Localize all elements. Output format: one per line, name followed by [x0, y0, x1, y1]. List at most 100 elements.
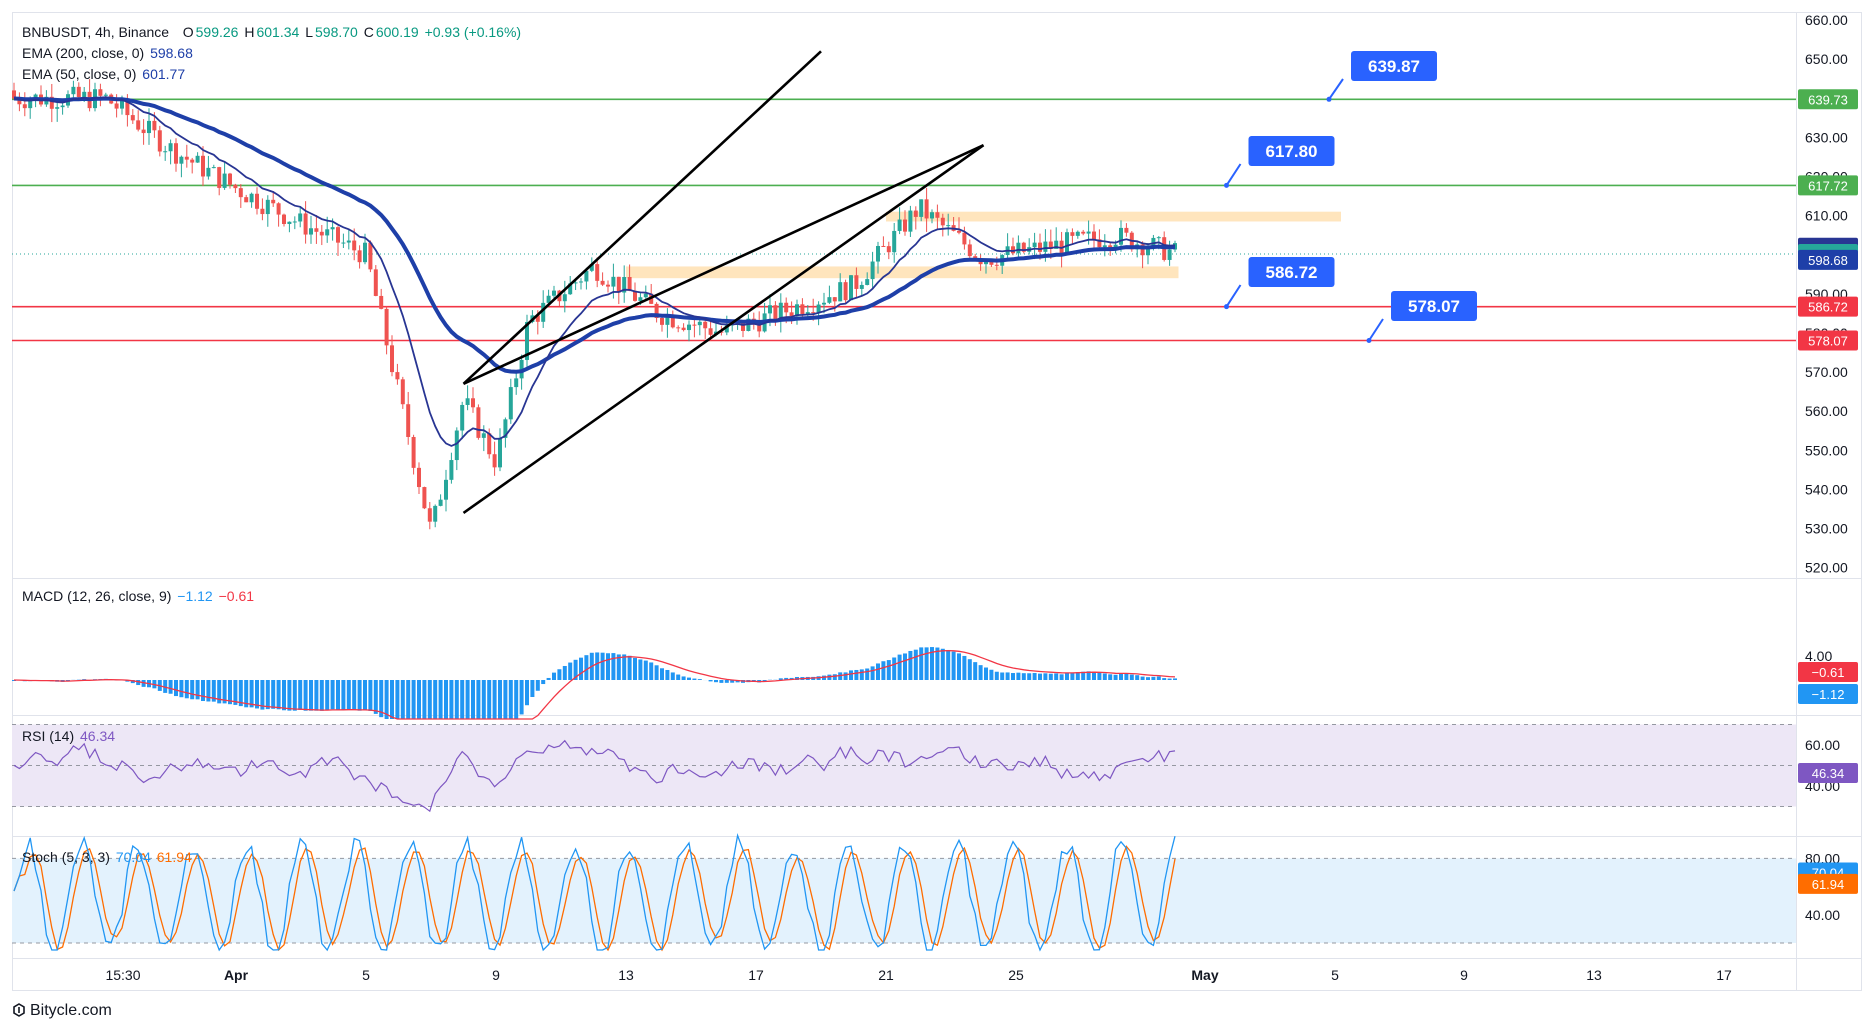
candle-body: [994, 264, 999, 266]
symbol-label[interactable]: BNBUSDT, 4h, Binance: [22, 24, 170, 40]
macd-histogram-bar: [854, 669, 859, 680]
candle-body: [244, 197, 249, 203]
macd-histogram-bar: [1070, 672, 1075, 680]
channel-line-lower: [462, 144, 985, 514]
macd-histogram-bar: [1135, 675, 1140, 680]
candle-body: [811, 312, 816, 314]
candle-body: [800, 304, 805, 315]
callout-dot: [1366, 338, 1372, 344]
macd-histogram-bar: [352, 680, 357, 710]
macd-histogram-bar: [471, 680, 475, 719]
candle-body: [967, 244, 972, 257]
price-tag-598.68: 598.68: [1798, 249, 1858, 270]
macd-histogram-bar: [363, 680, 367, 710]
macd-histogram-bar: [498, 680, 502, 719]
ema50-legend[interactable]: EMA (50, close, 0) 601.77: [22, 64, 187, 84]
brand-footer[interactable]: Bitycle.com: [12, 1002, 112, 1020]
macd-histogram-bar: [195, 680, 200, 700]
candle-body: [870, 261, 875, 280]
rsi-line: [13, 739, 1176, 813]
price-tick-label: 540.00: [1805, 481, 1848, 497]
candle-body: [427, 508, 432, 522]
candle-body: [584, 270, 589, 282]
candle-body: [12, 90, 16, 99]
macd-histogram-bar: [168, 680, 173, 694]
candle-body: [843, 282, 848, 301]
callout-label: 617.80: [1266, 142, 1318, 161]
macd-histogram-bar: [1156, 676, 1161, 680]
time-tick-label: 5: [362, 967, 370, 983]
close-label: C: [363, 24, 374, 40]
time-tick-label: Apr: [224, 967, 249, 983]
macd-histogram-bar: [832, 674, 837, 680]
candle-body: [633, 290, 637, 301]
callout-box: [1248, 257, 1335, 287]
candle-body: [363, 242, 367, 263]
candle-body: [1048, 241, 1053, 249]
macd-histogram-bar: [249, 680, 254, 708]
rsi-legend[interactable]: RSI (14) 46.34: [22, 726, 117, 746]
candle-body: [465, 398, 470, 405]
macd-histogram-bar: [984, 667, 988, 680]
candle-body: [168, 143, 173, 152]
candle-body: [660, 318, 664, 325]
macd-histogram-bar: [708, 680, 713, 682]
macd-histogram-bar: [206, 680, 211, 702]
macd-histogram-bar: [892, 657, 897, 680]
candle-body: [1124, 227, 1129, 233]
macd-histogram-bar: [1032, 673, 1037, 680]
candle-body: [238, 188, 243, 198]
macd-histogram-bar: [1102, 673, 1107, 680]
macd-histogram-bar: [595, 652, 600, 680]
candle-body: [433, 505, 438, 522]
value-tag-box: [1798, 662, 1858, 682]
macd-histogram-bar: [449, 680, 454, 719]
macd-histogram-bar: [1038, 673, 1042, 680]
candle-body: [897, 219, 902, 231]
candle-body: [1119, 227, 1123, 245]
macd-histogram-bar: [357, 680, 362, 711]
channel-line-upper: [462, 50, 822, 385]
candle-body: [17, 98, 22, 105]
open-label: O: [182, 24, 194, 40]
callout-box: [1391, 291, 1477, 321]
candle-body: [676, 327, 681, 329]
macd-histogram-bar: [427, 680, 432, 719]
candle-body: [422, 487, 427, 509]
stoch-legend[interactable]: Stoch (5, 3, 3) 70.04 61.94: [22, 847, 194, 867]
macd-histogram-bar: [525, 680, 529, 706]
rsi-tick-label: 60.00: [1805, 737, 1840, 753]
price-tag-617.72: 617.72: [1798, 175, 1858, 196]
macd-histogram-bar: [940, 648, 945, 680]
price-tick-label: 530.00: [1805, 521, 1848, 537]
stoch-tick-label: 40.00: [1805, 907, 1840, 923]
macd-histogram-bar: [238, 680, 243, 707]
candle-body: [255, 193, 259, 209]
macd-legend[interactable]: MACD (12, 26, close, 9) −1.12 −0.61: [22, 586, 256, 606]
candle-body: [125, 100, 130, 116]
candle-body: [379, 295, 384, 309]
macd-histogram-bar: [346, 680, 351, 710]
ema200-value: 598.68: [150, 45, 193, 61]
ema200-legend[interactable]: EMA (200, close, 0) 598.68: [22, 43, 195, 63]
macd-histogram-bar: [784, 677, 789, 680]
candle-body: [82, 91, 87, 98]
macd-histogram-bar: [184, 680, 189, 699]
price-tag-text: 598.68: [1808, 253, 1848, 268]
candle-body: [881, 245, 886, 247]
macd-histogram-bar: [82, 679, 87, 680]
macd-histogram-bar: [881, 661, 886, 680]
callout-578.07: 578.07: [1366, 291, 1477, 344]
candle-body: [454, 430, 459, 461]
candle-body: [957, 230, 961, 233]
macd-histogram-bar: [670, 672, 675, 680]
callout-label: 578.07: [1408, 297, 1460, 316]
candle-body: [60, 105, 65, 108]
macd-histogram-bar: [876, 663, 880, 680]
callout-box: [1248, 136, 1335, 166]
macd-histogram-bar: [859, 669, 864, 680]
macd-histogram-bar: [557, 669, 562, 680]
price-tag-639.73: 639.73: [1798, 89, 1858, 110]
macd-histogram-bar: [503, 680, 508, 719]
